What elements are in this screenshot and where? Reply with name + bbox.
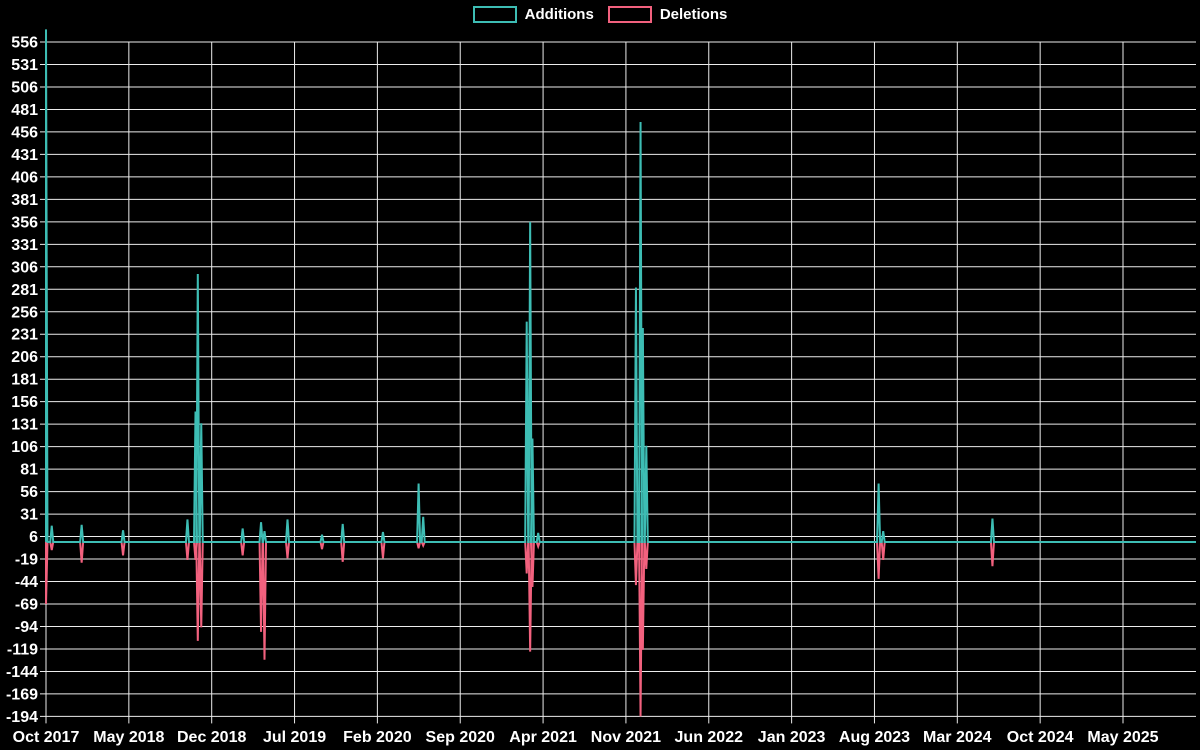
y-tick-label: 181 [11, 372, 38, 389]
x-tick-label: Jan 2023 [758, 729, 826, 746]
y-tick-label: 506 [11, 79, 38, 96]
y-tick-label: 481 [11, 102, 38, 119]
y-tick-label: -169 [6, 686, 38, 703]
y-tick-label: -44 [15, 574, 38, 591]
y-tick-label: 456 [11, 124, 38, 141]
y-tick-label: 106 [11, 439, 38, 456]
y-tick-label: -144 [6, 664, 38, 681]
y-tick-label: 356 [11, 214, 38, 231]
y-tick-label: 556 [11, 35, 38, 52]
x-tick-label: Apr 2021 [509, 729, 577, 746]
x-tick-label: Aug 2023 [839, 729, 910, 746]
y-tick-label: 81 [20, 462, 38, 479]
x-tick-label: Oct 2024 [1007, 729, 1074, 746]
chart-legend: Additions Deletions [0, 6, 1200, 23]
x-tick-label: May 2018 [93, 729, 164, 746]
y-tick-label: 31 [20, 507, 38, 524]
legend-item-deletions: Deletions [607, 6, 728, 23]
y-tick-label: 231 [11, 327, 38, 344]
y-tick-label: -94 [15, 619, 38, 636]
x-tick-label: Feb 2020 [343, 729, 412, 746]
y-tick-label: 131 [11, 417, 38, 434]
y-tick-label: -119 [7, 641, 38, 658]
x-tick-label: Dec 2018 [177, 729, 246, 746]
additions-swatch-icon [472, 6, 517, 23]
y-tick-label: -194 [6, 709, 38, 726]
deletions-legend-label: Deletions [659, 6, 728, 23]
y-tick-label: -69 [15, 597, 38, 614]
x-tick-label: Jun 2022 [675, 729, 744, 746]
y-tick-label: 6 [29, 529, 38, 546]
y-tick-label: 56 [20, 484, 38, 501]
y-tick-label: 156 [11, 394, 38, 411]
y-tick-label: 531 [11, 57, 38, 74]
x-tick-label: Jul 2019 [263, 729, 326, 746]
y-tick-label: 381 [11, 192, 38, 209]
deletions-swatch-icon [607, 6, 652, 23]
x-tick-label: Nov 2021 [591, 729, 661, 746]
y-tick-label: 406 [11, 169, 38, 186]
y-tick-label: -19 [15, 552, 38, 569]
x-tick-label: May 2025 [1087, 729, 1158, 746]
x-tick-label: Oct 2017 [13, 729, 80, 746]
additions-line [45, 29, 1196, 543]
additions-legend-label: Additions [524, 6, 594, 23]
y-tick-label: 331 [11, 237, 38, 254]
y-tick-label: 256 [11, 304, 38, 321]
y-tick-label: 306 [11, 259, 38, 276]
x-tick-label: Sep 2020 [426, 729, 495, 746]
y-tick-label: 431 [11, 147, 38, 164]
y-tick-label: 206 [11, 349, 38, 366]
y-tick-label: 281 [11, 282, 38, 299]
legend-item-additions: Additions [472, 6, 594, 23]
deletions-line [45, 540, 1196, 717]
x-tick-label: Mar 2024 [923, 729, 992, 746]
